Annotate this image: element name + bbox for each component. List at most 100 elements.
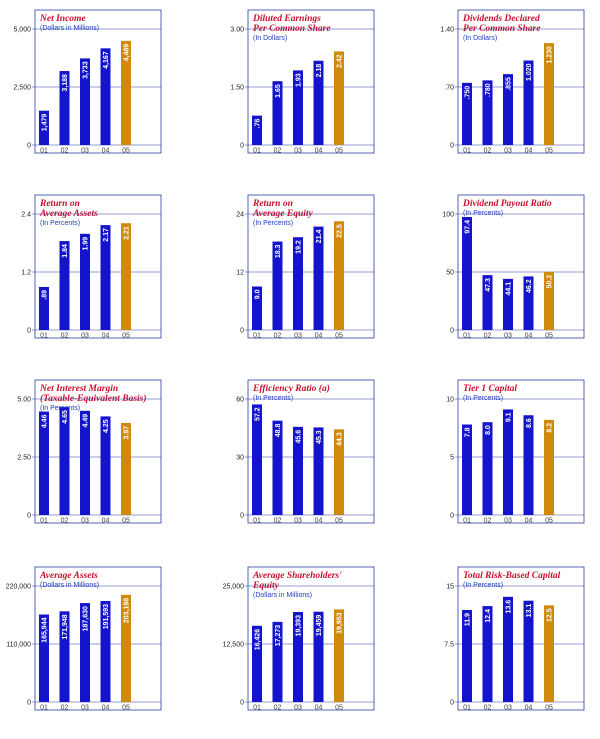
x-tick-label: 01 — [463, 518, 471, 525]
x-tick-label: 01 — [40, 148, 48, 155]
chart-subtitle: (In Percents) — [253, 395, 293, 402]
x-tick-label: 01 — [40, 333, 48, 340]
chart-title: Dividends Declared — [462, 14, 540, 24]
chart-subtitle: (In Percents) — [463, 582, 503, 589]
data-label: 1.65 — [275, 84, 282, 98]
x-tick-label: 05 — [335, 333, 343, 340]
chart-title: Average Assets — [39, 571, 98, 581]
x-tick-label: 02 — [61, 333, 69, 340]
chart-7: Net Interest Margin(Taxable-Equivalent B… — [17, 379, 162, 525]
x-tick-label: 03 — [81, 148, 89, 155]
chart-title: Return on — [39, 199, 80, 209]
data-label: 44.1 — [506, 282, 513, 296]
data-label: 191,593 — [103, 604, 110, 629]
chart-title: Efficiency Ratio (a) — [252, 383, 330, 394]
bar — [503, 278, 513, 330]
x-tick-label: 02 — [484, 333, 492, 340]
bar — [313, 427, 324, 515]
bar — [39, 411, 49, 515]
x-tick-label: 03 — [504, 148, 512, 155]
x-tick-label: 04 — [525, 333, 533, 340]
bar — [252, 625, 262, 702]
data-label: 19,953 — [337, 612, 344, 634]
data-label: 4.46 — [42, 414, 49, 428]
data-label: 19,459 — [316, 615, 323, 637]
data-label: 3.97 — [124, 426, 131, 440]
data-label: .76 — [255, 119, 262, 129]
bar — [482, 422, 493, 515]
x-tick-label: 02 — [274, 333, 282, 340]
bar — [462, 424, 472, 515]
bar — [503, 409, 513, 515]
bar — [482, 275, 493, 330]
bar — [523, 276, 534, 330]
data-label: 45.6 — [296, 430, 303, 444]
data-label: 13.1 — [526, 604, 533, 618]
y-tick-label: 7.5 — [444, 642, 454, 649]
y-tick-label: 0 — [450, 328, 454, 335]
x-tick-label: 04 — [102, 705, 110, 712]
chart-frame — [457, 566, 585, 711]
chart-subtitle: (In Dollars) — [253, 35, 287, 42]
bar — [334, 221, 344, 330]
x-tick-label: 03 — [294, 518, 302, 525]
bar — [482, 80, 493, 145]
chart-12: Total Risk-Based Capital(In Percents) 0 7.… — [444, 566, 585, 712]
data-label: 4.49 — [83, 414, 90, 428]
bar — [544, 43, 554, 146]
bar — [252, 115, 262, 145]
bar — [293, 612, 303, 702]
x-tick-label: 01 — [253, 148, 261, 155]
bar — [59, 71, 70, 145]
chart-title: Total Risk-Based Capital — [463, 571, 561, 581]
data-label: .750 — [465, 86, 472, 100]
chart-1: Net Income(Dollars in Millions) 0 2,500 5,0… — [13, 9, 162, 155]
x-tick-label: 05 — [545, 333, 553, 340]
bar — [272, 241, 283, 330]
chart-title: Net Income — [39, 14, 86, 24]
chart-frame — [247, 379, 375, 524]
chart-subtitle: (In Percents) — [40, 220, 80, 227]
x-tick-label: 04 — [525, 705, 533, 712]
x-tick-label: 03 — [294, 148, 302, 155]
chart-subtitle: (In Percents) — [463, 210, 503, 217]
bar — [121, 422, 131, 515]
data-label: 171,948 — [62, 614, 69, 639]
data-label: 50.2 — [547, 275, 554, 289]
chart-subtitle: (In Dollars) — [463, 35, 497, 42]
bar — [80, 233, 90, 330]
x-tick-label: 05 — [122, 333, 130, 340]
data-label: 4,489 — [124, 44, 131, 62]
data-label: 2.21 — [124, 226, 131, 240]
bar — [39, 110, 49, 145]
y-tick-label: 0 — [27, 700, 31, 707]
chart-title: (Taxable-Equivalent Basis) — [40, 393, 147, 404]
x-tick-label: 02 — [61, 518, 69, 525]
chart-title: Net Interest Margin — [39, 384, 118, 394]
data-label: 187,630 — [83, 606, 90, 631]
bar — [462, 82, 472, 145]
data-label: 11.9 — [465, 613, 472, 626]
x-tick-label: 03 — [294, 705, 302, 712]
data-label: 4.65 — [62, 410, 69, 424]
bar — [272, 621, 283, 702]
bar — [59, 241, 70, 330]
chart-subtitle: (Dollars in Millions) — [40, 25, 99, 32]
x-tick-label: 04 — [525, 148, 533, 155]
x-tick-label: 01 — [40, 518, 48, 525]
chart-title: Average Shareholders' — [252, 571, 342, 581]
bar — [503, 74, 513, 145]
chart-frame — [34, 9, 162, 154]
x-tick-label: 01 — [40, 705, 48, 712]
x-tick-label: 02 — [274, 705, 282, 712]
data-label: 3,733 — [83, 61, 90, 79]
x-tick-label: 01 — [463, 705, 471, 712]
data-label: 13.6 — [506, 600, 513, 614]
y-tick-label: 0 — [240, 700, 244, 707]
bar — [544, 271, 554, 330]
y-tick-label: 30 — [236, 455, 244, 462]
chart-title: Return on — [252, 199, 293, 209]
data-label: 2.18 — [316, 64, 323, 78]
data-label: 8.6 — [526, 418, 533, 428]
